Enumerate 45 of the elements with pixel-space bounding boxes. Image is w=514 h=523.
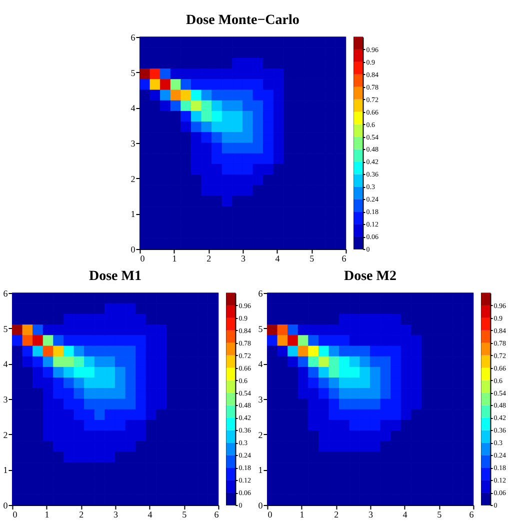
x-tick-label: 2 xyxy=(79,510,84,520)
y-tick-label: 1 xyxy=(130,209,136,220)
x-tick-label: 6 xyxy=(469,510,474,520)
y-tick-label: 3 xyxy=(258,394,264,404)
y-tick-label: 2 xyxy=(130,174,136,184)
x-tick-label: 1 xyxy=(172,254,177,264)
y-tick-label: 2 xyxy=(3,430,8,440)
x-tick-label: 6 xyxy=(214,510,220,520)
y-tick-label: 4 xyxy=(258,359,264,370)
x-tick-label: 5 xyxy=(437,510,442,520)
y-tick-label: 3 xyxy=(3,394,8,404)
x-tick-label: 4 xyxy=(275,254,280,264)
x-tick-label: 1 xyxy=(44,510,50,520)
chart-title: Dose Monte−Carlo xyxy=(186,13,300,28)
x-tick-label: 2 xyxy=(206,254,212,264)
x-tick-label: 2 xyxy=(334,510,339,520)
x-tick-label: 4 xyxy=(402,510,408,520)
y-tick-label: 1 xyxy=(3,465,8,476)
x-tick-label: 3 xyxy=(368,510,374,520)
y-tick-label: 1 xyxy=(258,465,263,476)
x-tick-label: 3 xyxy=(113,510,118,520)
y-tick-label: 6 xyxy=(3,288,8,298)
x-tick-label: 6 xyxy=(342,254,347,264)
x-tick-label: 4 xyxy=(148,510,153,520)
y-tick-label: 5 xyxy=(3,324,8,334)
x-tick-label: 3 xyxy=(240,254,246,264)
x-tick-label: 0 xyxy=(140,254,146,264)
y-tick-label: 5 xyxy=(130,68,136,78)
y-tick-label: 5 xyxy=(258,324,264,334)
y-tick-label: 0 xyxy=(130,244,136,254)
y-tick-label: 6 xyxy=(130,32,136,42)
y-tick-label: 4 xyxy=(130,103,136,114)
y-tick-label: 2 xyxy=(258,430,263,440)
chart-title: Dose M1 xyxy=(88,269,142,284)
x-tick-label: 0 xyxy=(12,510,18,520)
y-tick-label: 6 xyxy=(258,288,264,298)
x-tick-label: 5 xyxy=(182,510,188,520)
x-tick-label: 1 xyxy=(300,510,304,520)
x-tick-label: 0 xyxy=(268,510,273,520)
y-tick-label: 0 xyxy=(3,500,8,510)
y-tick-label: 3 xyxy=(130,138,136,148)
chart-title: Dose M2 xyxy=(344,269,396,284)
y-tick-label: 0 xyxy=(258,500,264,510)
x-tick-label: 5 xyxy=(310,254,315,264)
y-tick-label: 4 xyxy=(3,359,8,370)
